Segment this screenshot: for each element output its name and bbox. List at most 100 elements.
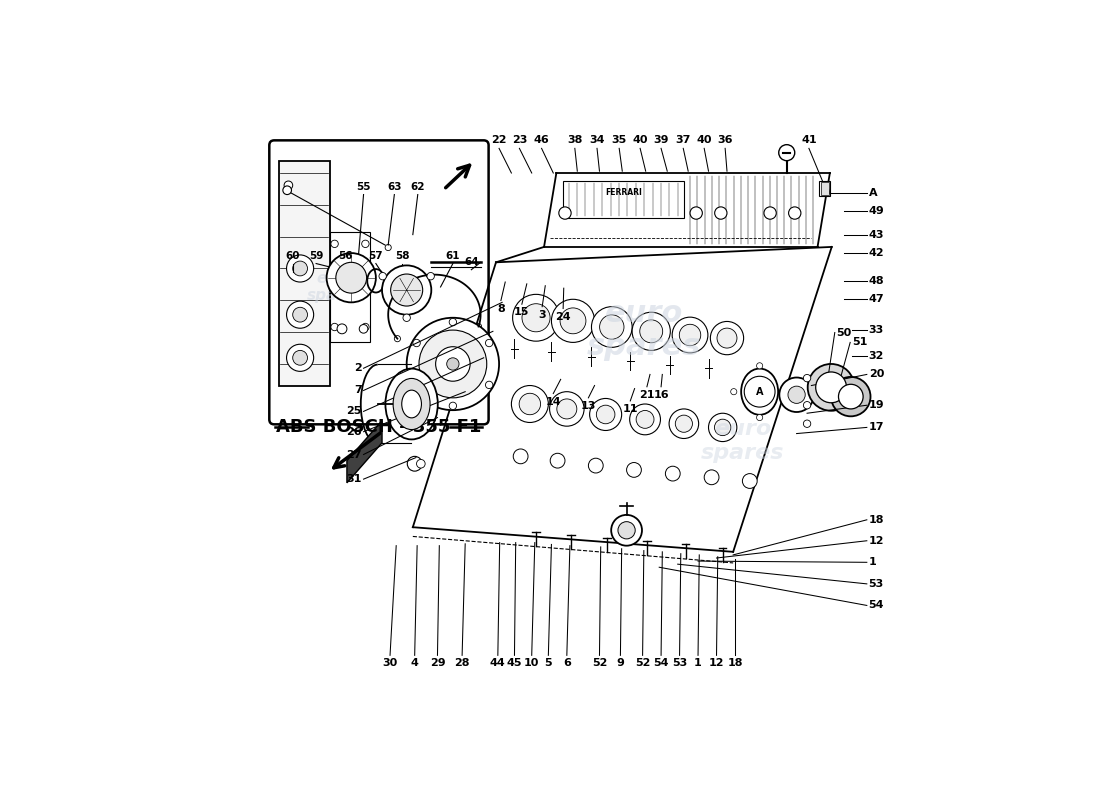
- Circle shape: [362, 323, 370, 330]
- Text: 23: 23: [512, 135, 527, 146]
- Text: euro
spares: euro spares: [701, 419, 784, 462]
- Circle shape: [636, 410, 654, 428]
- Text: 21: 21: [639, 390, 654, 400]
- Text: 25: 25: [346, 406, 362, 416]
- Circle shape: [559, 207, 571, 219]
- Circle shape: [419, 330, 486, 398]
- Text: 63: 63: [387, 182, 402, 191]
- Circle shape: [284, 181, 293, 190]
- Circle shape: [485, 382, 493, 389]
- Circle shape: [669, 409, 698, 438]
- Polygon shape: [821, 182, 828, 195]
- Text: 2: 2: [354, 363, 362, 374]
- Text: 56: 56: [338, 250, 352, 261]
- Text: 18: 18: [869, 515, 884, 525]
- Text: 9: 9: [616, 658, 625, 669]
- Circle shape: [394, 335, 400, 342]
- Text: 33: 33: [869, 325, 884, 335]
- Circle shape: [745, 376, 776, 407]
- Circle shape: [485, 339, 493, 346]
- Circle shape: [803, 402, 811, 409]
- Text: 8: 8: [497, 303, 505, 314]
- Ellipse shape: [402, 390, 421, 418]
- Text: 44: 44: [490, 658, 506, 669]
- Text: 26: 26: [346, 426, 362, 437]
- Circle shape: [293, 350, 308, 365]
- Text: 5: 5: [544, 658, 552, 669]
- Text: 37: 37: [675, 135, 691, 146]
- Text: 45: 45: [507, 658, 522, 669]
- Text: 41: 41: [801, 135, 816, 146]
- Circle shape: [675, 415, 692, 432]
- Circle shape: [715, 419, 730, 436]
- Text: 10: 10: [524, 658, 539, 669]
- Text: 28: 28: [454, 658, 470, 669]
- Circle shape: [788, 386, 805, 403]
- Text: A: A: [823, 186, 830, 197]
- Circle shape: [782, 389, 789, 394]
- Text: 62: 62: [410, 182, 425, 191]
- Circle shape: [816, 372, 847, 402]
- Text: 60: 60: [286, 250, 300, 261]
- Text: FERRARI: FERRARI: [605, 187, 641, 197]
- Text: 54: 54: [869, 601, 884, 610]
- Text: euro
spares: euro spares: [307, 270, 364, 303]
- Text: 58: 58: [395, 250, 409, 261]
- Text: 34: 34: [590, 135, 605, 146]
- Circle shape: [588, 458, 603, 473]
- Polygon shape: [279, 161, 330, 386]
- Circle shape: [596, 405, 615, 424]
- Text: 48: 48: [869, 276, 884, 286]
- Text: 40: 40: [696, 135, 712, 146]
- Text: 42: 42: [869, 248, 884, 258]
- Circle shape: [514, 449, 528, 464]
- Text: 19: 19: [869, 400, 884, 410]
- Text: 16: 16: [653, 390, 669, 400]
- Circle shape: [390, 274, 422, 306]
- Text: 49: 49: [869, 206, 884, 216]
- Text: 29: 29: [430, 658, 446, 669]
- Text: 43: 43: [869, 230, 884, 240]
- Circle shape: [838, 384, 864, 409]
- Text: 17: 17: [869, 422, 884, 433]
- Text: 57: 57: [368, 250, 383, 261]
- Circle shape: [803, 420, 811, 427]
- Text: 46: 46: [534, 135, 549, 146]
- Circle shape: [550, 454, 565, 468]
- Circle shape: [513, 294, 560, 341]
- Circle shape: [704, 470, 719, 485]
- Circle shape: [293, 261, 308, 276]
- Circle shape: [680, 324, 701, 346]
- Circle shape: [789, 207, 801, 219]
- Text: 53: 53: [672, 658, 688, 669]
- Circle shape: [286, 255, 313, 282]
- Text: 4: 4: [410, 658, 419, 669]
- Circle shape: [362, 240, 370, 247]
- Text: euro
spares: euro spares: [586, 298, 701, 362]
- Ellipse shape: [393, 378, 430, 430]
- Circle shape: [283, 186, 292, 194]
- Circle shape: [327, 253, 376, 302]
- Circle shape: [382, 266, 431, 314]
- FancyBboxPatch shape: [270, 140, 488, 424]
- Circle shape: [427, 273, 434, 280]
- Circle shape: [412, 382, 420, 389]
- Circle shape: [447, 358, 459, 370]
- Text: 22: 22: [492, 135, 507, 146]
- Circle shape: [618, 522, 635, 539]
- Circle shape: [286, 301, 313, 328]
- Text: 53: 53: [869, 579, 884, 589]
- Polygon shape: [820, 181, 829, 197]
- Text: 1: 1: [869, 558, 877, 567]
- Circle shape: [708, 414, 737, 442]
- Ellipse shape: [385, 369, 438, 439]
- Circle shape: [417, 459, 425, 468]
- Circle shape: [407, 318, 499, 410]
- Circle shape: [779, 378, 814, 412]
- Circle shape: [519, 394, 540, 414]
- Circle shape: [832, 377, 870, 416]
- Circle shape: [742, 474, 757, 488]
- Circle shape: [666, 466, 680, 481]
- Text: 51: 51: [852, 338, 868, 347]
- Text: 24: 24: [556, 311, 571, 322]
